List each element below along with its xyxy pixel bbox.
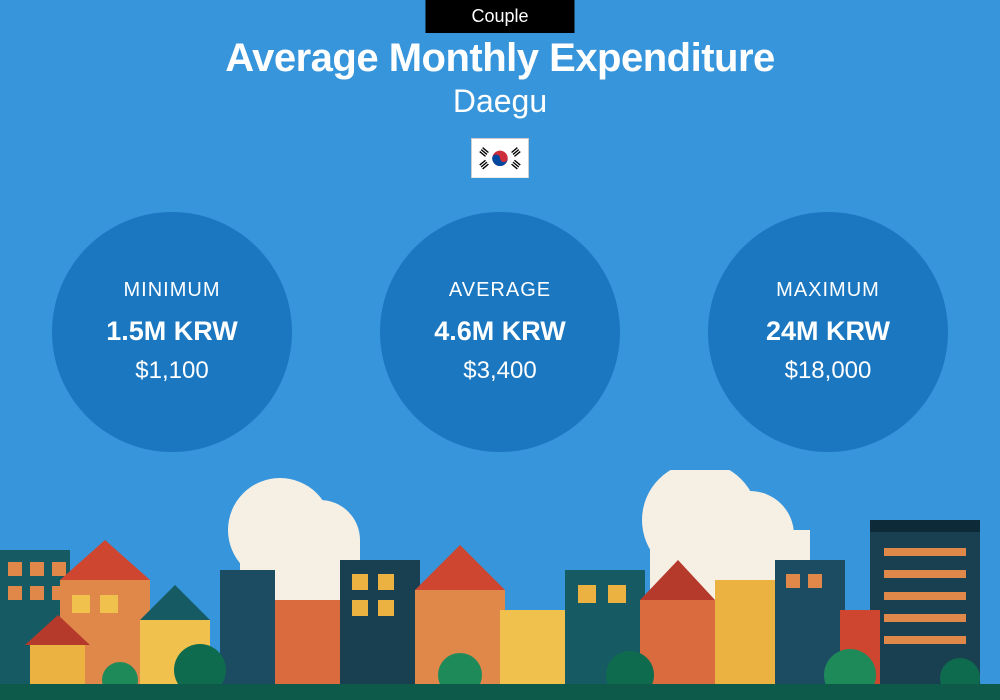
page-title: Average Monthly Expenditure [0,36,1000,81]
stat-average: AVERAGE 4.6M KRW $3,400 [380,212,620,452]
stat-value-usd: $18,000 [785,357,872,385]
stat-minimum: MINIMUM 1.5M KRW $1,100 [52,212,292,452]
stat-value-usd: $3,400 [463,357,536,385]
category-tab-label: Couple [471,6,528,26]
city-name: Daegu [0,83,1000,120]
cityscape-illustration [0,470,1000,700]
stat-value-krw: 4.6M KRW [434,316,566,347]
stat-maximum: MAXIMUM 24M KRW $18,000 [708,212,948,452]
stat-label: AVERAGE [449,279,551,302]
stat-label: MINIMUM [124,279,221,302]
stat-label: MAXIMUM [776,279,880,302]
stat-value-usd: $1,100 [135,357,208,385]
header: Average Monthly Expenditure Daegu [0,36,1000,183]
flag-icon [471,138,529,178]
stat-value-krw: 24M KRW [766,316,890,347]
category-tab: Couple [425,0,574,33]
stat-value-krw: 1.5M KRW [106,316,238,347]
stats-row: MINIMUM 1.5M KRW $1,100 AVERAGE 4.6M KRW… [0,212,1000,452]
